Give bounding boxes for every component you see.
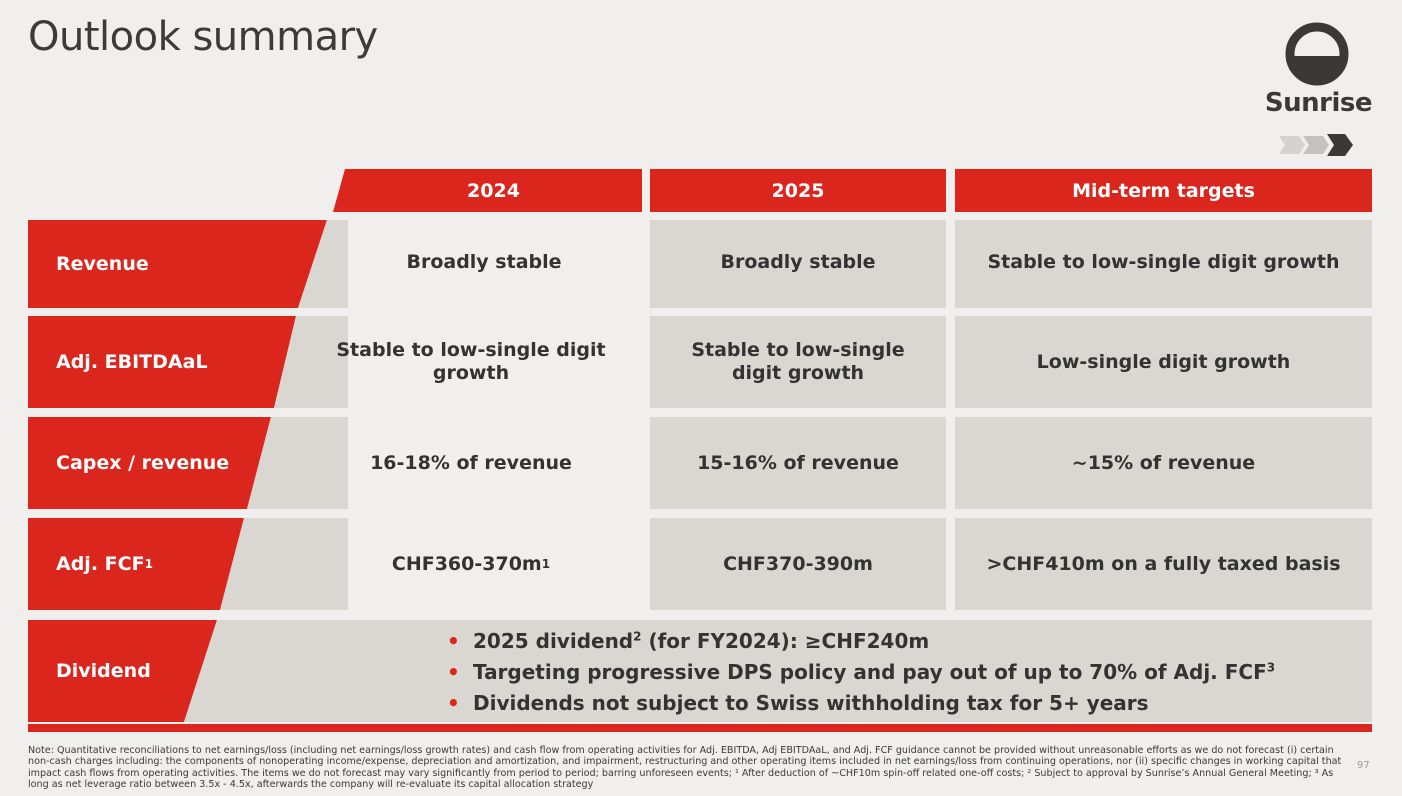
- row-gap-2: [28, 408, 1372, 417]
- dividend-bullet-1: • 2025 dividend2 (for FY2024): ≥CHF240m: [447, 629, 930, 653]
- cell-capex-mid: ~15% of revenue: [955, 417, 1372, 509]
- bullet-3-text: Dividends not subject to Swiss withholdi…: [473, 691, 1149, 715]
- dividend-bullet-3: • Dividends not subject to Swiss withhold…: [447, 691, 1149, 715]
- bullet-2-text: Targeting progressive DPS policy and pay…: [473, 660, 1267, 684]
- row-gap-1: [28, 308, 1372, 316]
- dividend-bullets: • 2025 dividend2 (for FY2024): ≥CHF240m •…: [445, 626, 1345, 719]
- footnote: Note: Quantitative reconciliations to ne…: [28, 745, 1342, 791]
- header-2025: 2025: [650, 169, 946, 212]
- row-label-ebitdaal: Adj. EBITDAaL: [56, 351, 208, 373]
- chevrons-icon: [1279, 134, 1353, 156]
- row-gap-3: [28, 509, 1372, 518]
- table-background: [28, 220, 1372, 732]
- row-label-fcf: Adj. FCF 1: [56, 553, 153, 575]
- cell-capex-2025: 15-16% of revenue: [650, 417, 946, 509]
- row-label-fcf-text: Adj. FCF: [56, 553, 145, 575]
- page-number: 97: [1357, 760, 1370, 771]
- dividend-bullet-2: • Targeting progressive DPS policy and pa…: [447, 660, 1276, 684]
- cell-revenue-2024: Broadly stable: [406, 250, 562, 273]
- row-label-revenue: Revenue: [56, 253, 149, 275]
- sunrise-logo-icon: [1285, 22, 1349, 86]
- header-2024-shape: [333, 169, 642, 212]
- cell-revenue-mid: Stable to low-single digit growth: [955, 220, 1372, 308]
- row-gap-4: [28, 610, 1372, 620]
- cell-capex-2024: 16-18% of revenue: [370, 451, 572, 474]
- cell-fcf-2024: CHF360-370m 1: [391, 552, 551, 575]
- logo-wordmark: Sunrise: [1264, 88, 1373, 118]
- row-label-capex: Capex / revenue: [56, 452, 230, 474]
- header-mid-term: Mid-term targets: [955, 169, 1372, 212]
- cell-fcf-2025: CHF370-390m: [650, 518, 946, 610]
- cell-fcf-mid: >CHF410m on a fully taxed basis: [955, 518, 1372, 610]
- cell-ebitdaal-mid: Low-single digit growth: [955, 316, 1372, 408]
- cell-ebitdaal-2024: Stable to low-single digit growth: [336, 339, 606, 384]
- cell-fcf-2024-text: CHF360-370m: [391, 552, 542, 575]
- bullet-1-sup: 2: [633, 629, 642, 644]
- cell-ebitdaal-2025: Stable to low-single digit growth: [650, 316, 946, 408]
- bullet-1-post: (for FY2024): ≥CHF240m: [641, 629, 930, 653]
- bullet-1-text: 2025 dividend: [473, 629, 634, 653]
- cell-revenue-2025: Broadly stable: [650, 220, 946, 308]
- row-label-dividend: Dividend: [56, 660, 151, 682]
- bullet-2-sup: 3: [1266, 660, 1276, 675]
- header-2024: 2024: [467, 179, 520, 202]
- page-title: Outlook summary: [28, 14, 378, 60]
